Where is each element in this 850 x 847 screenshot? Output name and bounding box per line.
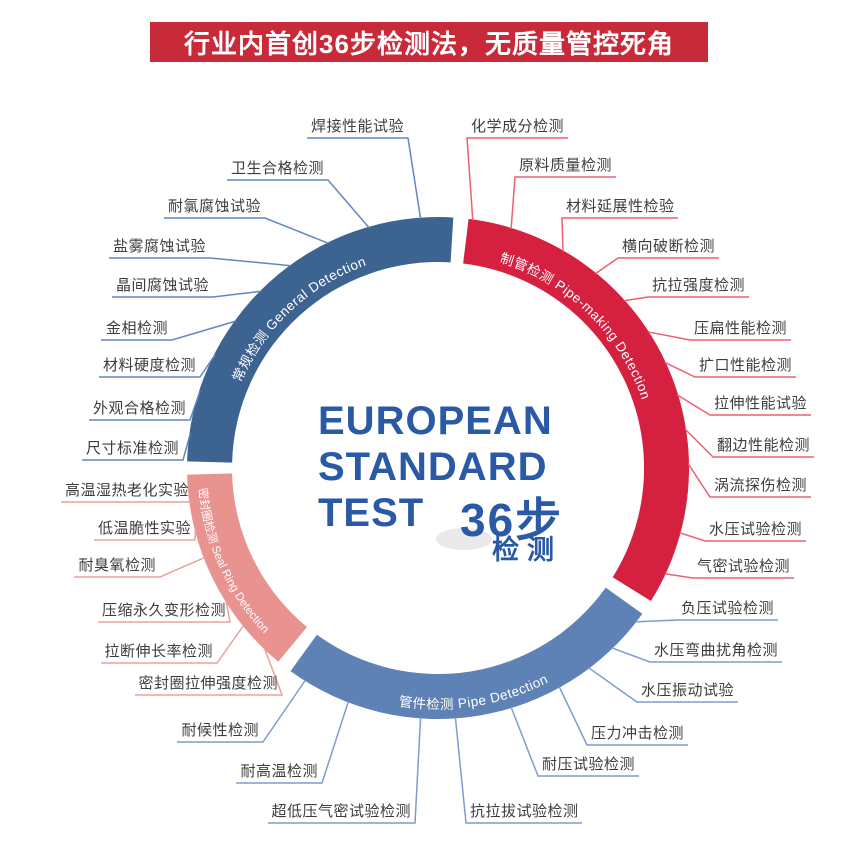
leader-line xyxy=(89,390,201,421)
leader-line xyxy=(268,717,422,824)
leader-line xyxy=(558,686,688,746)
leader-line xyxy=(611,647,782,663)
test-item-label: 外观合格检测 xyxy=(93,400,186,417)
leader-line xyxy=(109,257,292,267)
segment-sealring xyxy=(187,473,307,662)
center-title-line3: TEST xyxy=(318,491,425,535)
leader-line xyxy=(164,217,329,244)
test-item-label: 材料硬度检测 xyxy=(103,357,196,374)
test-item-label: 原料质量检测 xyxy=(519,157,612,174)
leader-line xyxy=(510,706,639,777)
leader-line xyxy=(684,428,814,458)
test-item-label: 耐候性检测 xyxy=(181,722,259,739)
leader-line xyxy=(61,501,194,504)
center-title-line1: EUROPEAN xyxy=(318,399,553,443)
leader-line xyxy=(236,701,350,784)
leader-line xyxy=(82,433,192,461)
test-item-label: 高温湿热老化实验 xyxy=(65,482,189,499)
banner-title: 行业内首创36步检测法，无质量管控死角 xyxy=(184,28,674,59)
leader-line xyxy=(647,331,791,341)
test-item-label: 涡流探伤检测 xyxy=(714,477,807,494)
test-item-label: 材料延展性检验 xyxy=(566,198,675,215)
test-item-label: 密封圈拉伸强度检测 xyxy=(138,675,278,692)
leader-line xyxy=(664,572,794,579)
test-item-label: 化学成分检测 xyxy=(471,118,564,135)
center-title-line2: STANDARD xyxy=(318,445,548,489)
test-item-label: 水压试验检测 xyxy=(709,521,802,538)
test-item-label: 耐氯腐蚀试验 xyxy=(168,197,261,215)
leader-line xyxy=(588,667,738,703)
test-item-label: 翻边性能检测 xyxy=(717,437,810,454)
segment-pipemaking xyxy=(463,218,690,601)
leader-line xyxy=(679,531,806,542)
test-item-label: 横向破断检测 xyxy=(622,238,715,255)
leader-line xyxy=(177,679,307,743)
segment-pipe xyxy=(290,587,643,720)
segment-general xyxy=(187,217,454,463)
leader-line xyxy=(634,619,778,623)
leader-line xyxy=(307,137,422,219)
leader-line xyxy=(510,176,616,229)
leader-line xyxy=(466,137,568,221)
test-item-label: 尺寸标准检测 xyxy=(86,440,179,457)
leader-line xyxy=(98,600,231,623)
test-item-label: 水压振动试验 xyxy=(641,682,734,699)
leader-line xyxy=(101,320,236,341)
test-item-label: 压力冲击检测 xyxy=(591,725,684,742)
leader-line xyxy=(561,217,678,252)
test-item-label: 抗拉强度检测 xyxy=(652,277,745,294)
test-item-label: 压扁性能检测 xyxy=(694,320,787,337)
leader-line xyxy=(112,290,262,298)
steps-caption: 检测 xyxy=(492,535,562,565)
test-item-label: 金相检测 xyxy=(106,320,168,337)
leader-line xyxy=(676,394,811,416)
leader-line xyxy=(94,528,197,541)
test-item-label: 抗拉拔试验检测 xyxy=(470,803,579,820)
banner: 行业内首创36步检测法，无质量管控死角 xyxy=(150,22,708,62)
steps-count: 36步 xyxy=(460,494,564,546)
test-item-label: 扩口性能检测 xyxy=(699,357,792,374)
leader-line xyxy=(664,361,796,378)
watermark-smudge xyxy=(436,528,492,550)
test-item-label: 压缩永久变形检测 xyxy=(102,602,226,619)
test-item-label: 气密试验检测 xyxy=(697,558,790,575)
leader-line xyxy=(101,624,245,664)
test-item-label: 卫生合格检测 xyxy=(231,160,324,177)
test-item-label: 焊接性能试验 xyxy=(311,118,404,135)
leader-line xyxy=(594,257,719,275)
center-title: EUROPEAN STANDARD TEST xyxy=(318,398,553,536)
test-item-label: 拉断伸长率检测 xyxy=(104,643,213,660)
leader-line xyxy=(454,717,582,824)
test-item-label: 低温脆性实验 xyxy=(98,519,191,537)
test-item-label: 耐压试验检测 xyxy=(542,756,635,773)
leader-line xyxy=(623,296,749,302)
test-item-label: 耐臭氧检测 xyxy=(78,557,156,574)
leader-line xyxy=(135,647,284,696)
leader-line xyxy=(99,354,216,378)
leader-line xyxy=(227,179,370,229)
test-item-label: 晶间腐蚀试验 xyxy=(116,276,209,294)
leader-line xyxy=(74,556,205,578)
test-item-label: 盐雾腐蚀试验 xyxy=(113,237,206,255)
test-item-label: 耐高温检测 xyxy=(240,763,318,780)
test-item-label: 负压试验检测 xyxy=(681,600,774,617)
test-item-label: 水压弯曲扰角检测 xyxy=(654,642,778,659)
test-item-label: 拉伸性能试验 xyxy=(714,395,807,412)
leader-line xyxy=(687,463,811,498)
test-item-label: 超低压气密试验检测 xyxy=(271,803,411,820)
